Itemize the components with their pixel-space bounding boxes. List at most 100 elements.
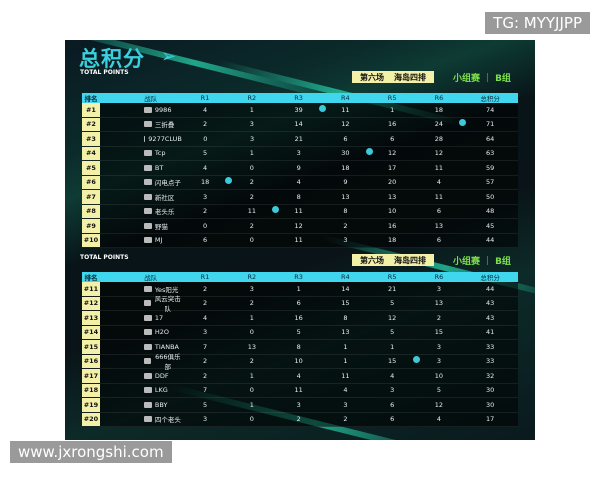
team-name: TIANBA [154,342,180,351]
team-cell: 新社区 [100,192,182,202]
team-logo-icon [143,237,152,244]
round-score: 11 [416,193,463,201]
round-score: 11 [228,206,280,215]
score-value: 4 [436,178,441,187]
round-score: 5 [369,299,416,307]
round-score: 18 [322,164,369,172]
score-value: 20 [388,178,397,187]
score-value: 15 [434,328,444,337]
score-value: 3 [296,400,301,409]
round-score: 4 [275,372,322,380]
round-score: 11 [416,164,463,172]
team-name: 17 [154,313,164,322]
score-value: 18 [200,178,210,187]
rank-cell: #17 [82,369,100,383]
score-value: 4 [203,105,208,114]
round-score: 4 [369,372,416,380]
score-value: 2 [343,221,348,230]
round-score: 3 [229,135,276,143]
watermark-bottom: www.jxrongshi.com [10,441,172,463]
score-value: 0 [249,415,254,424]
round-score: 2 [322,415,369,423]
table-row: #5 BT 4 0 9 18 17 11 59 [82,161,518,176]
round-score: 6 [416,207,463,215]
round-score: 6 [416,236,463,244]
column-header: 排名 [84,274,98,282]
round-score: 11 [322,372,369,380]
score-value: 11 [294,386,303,395]
round-score: 3 [416,357,463,365]
watermark-top: TG: MYYJJPP [485,12,590,34]
round-score: 5 [182,401,229,409]
team-logo-icon [143,285,152,292]
column-header: R5 [387,94,397,102]
rank-cell: #3 [82,132,100,146]
round-score: 24 [416,119,467,129]
score-value: 11 [341,371,350,380]
total-score: 44 [486,284,495,293]
score-value: 13 [388,192,397,201]
score-value: 16 [388,120,397,129]
team-name: 三折叠 [154,121,175,130]
team-cell: 9277CLUB [100,135,182,143]
round-score: 10 [275,357,322,365]
round-score: 8 [322,314,369,322]
table-row: #8 老头乐 2 11 11 8 10 6 48 [82,204,518,219]
team-logo-icon [143,401,152,408]
round-score: 10 [416,372,463,380]
column-header: 总积分 [480,95,500,103]
round-score: 28 [416,135,463,143]
score-value: 11 [294,236,303,245]
round-score: 3 [322,401,369,409]
page-title: 总积分 [79,47,145,71]
round-score: 1 [228,372,275,380]
round-score: 8 [322,207,369,215]
stage: 小组赛 [453,74,481,84]
score-value: 2 [249,299,254,308]
score-value: 10 [434,371,444,380]
score-value: 1 [390,342,395,351]
score-value: 4 [436,415,441,424]
team-cell: 三折叠 [100,119,182,129]
total-score: 64 [486,134,495,143]
round-score: 18 [369,236,416,244]
round-score: 2 [228,193,275,201]
round-score: 1 [228,401,275,409]
score-value: 39 [294,105,303,114]
score-value: 2 [296,415,301,424]
chicken-dinner-icon [225,177,233,185]
rank-cell: #18 [82,383,100,397]
total-score: 57 [486,178,495,187]
column-header: 战队 [144,95,158,103]
score-value: 2 [203,284,208,293]
team-logo-icon [143,314,152,321]
round-score: 7 [182,386,229,394]
round-score: 21 [275,135,322,143]
score-value: 4 [296,178,301,187]
table-row: #6 闪电点子 18 2 4 9 20 4 57 [82,175,518,190]
round-score: 2 [182,120,229,128]
score-value: 14 [341,284,350,293]
score-value: 8 [343,313,348,322]
score-value: 2 [249,357,254,366]
total-score: 17 [486,415,495,424]
rank-cell: #7 [82,190,100,204]
round-score: 0 [228,236,275,244]
round-score: 16 [369,222,416,230]
round-score: 15 [322,299,369,307]
round-score: 0 [182,222,229,230]
score-value: 3 [296,149,301,158]
score-value: 24 [434,120,444,129]
score-value: 6 [390,134,395,143]
score-value: 0 [249,163,254,172]
round-score: 2 [228,357,275,365]
score-value: 7 [203,386,208,395]
round-score: 1 [369,343,416,351]
round-score: 4 [275,178,322,186]
score-value: 3 [343,236,348,245]
total-score: 44 [486,236,495,245]
round-score: 1 [322,357,369,365]
table-row: #2 三折叠 2 3 14 12 16 24 71 [82,117,518,132]
rank-cell: #4 [82,146,100,160]
column-header: R6 [434,273,444,281]
